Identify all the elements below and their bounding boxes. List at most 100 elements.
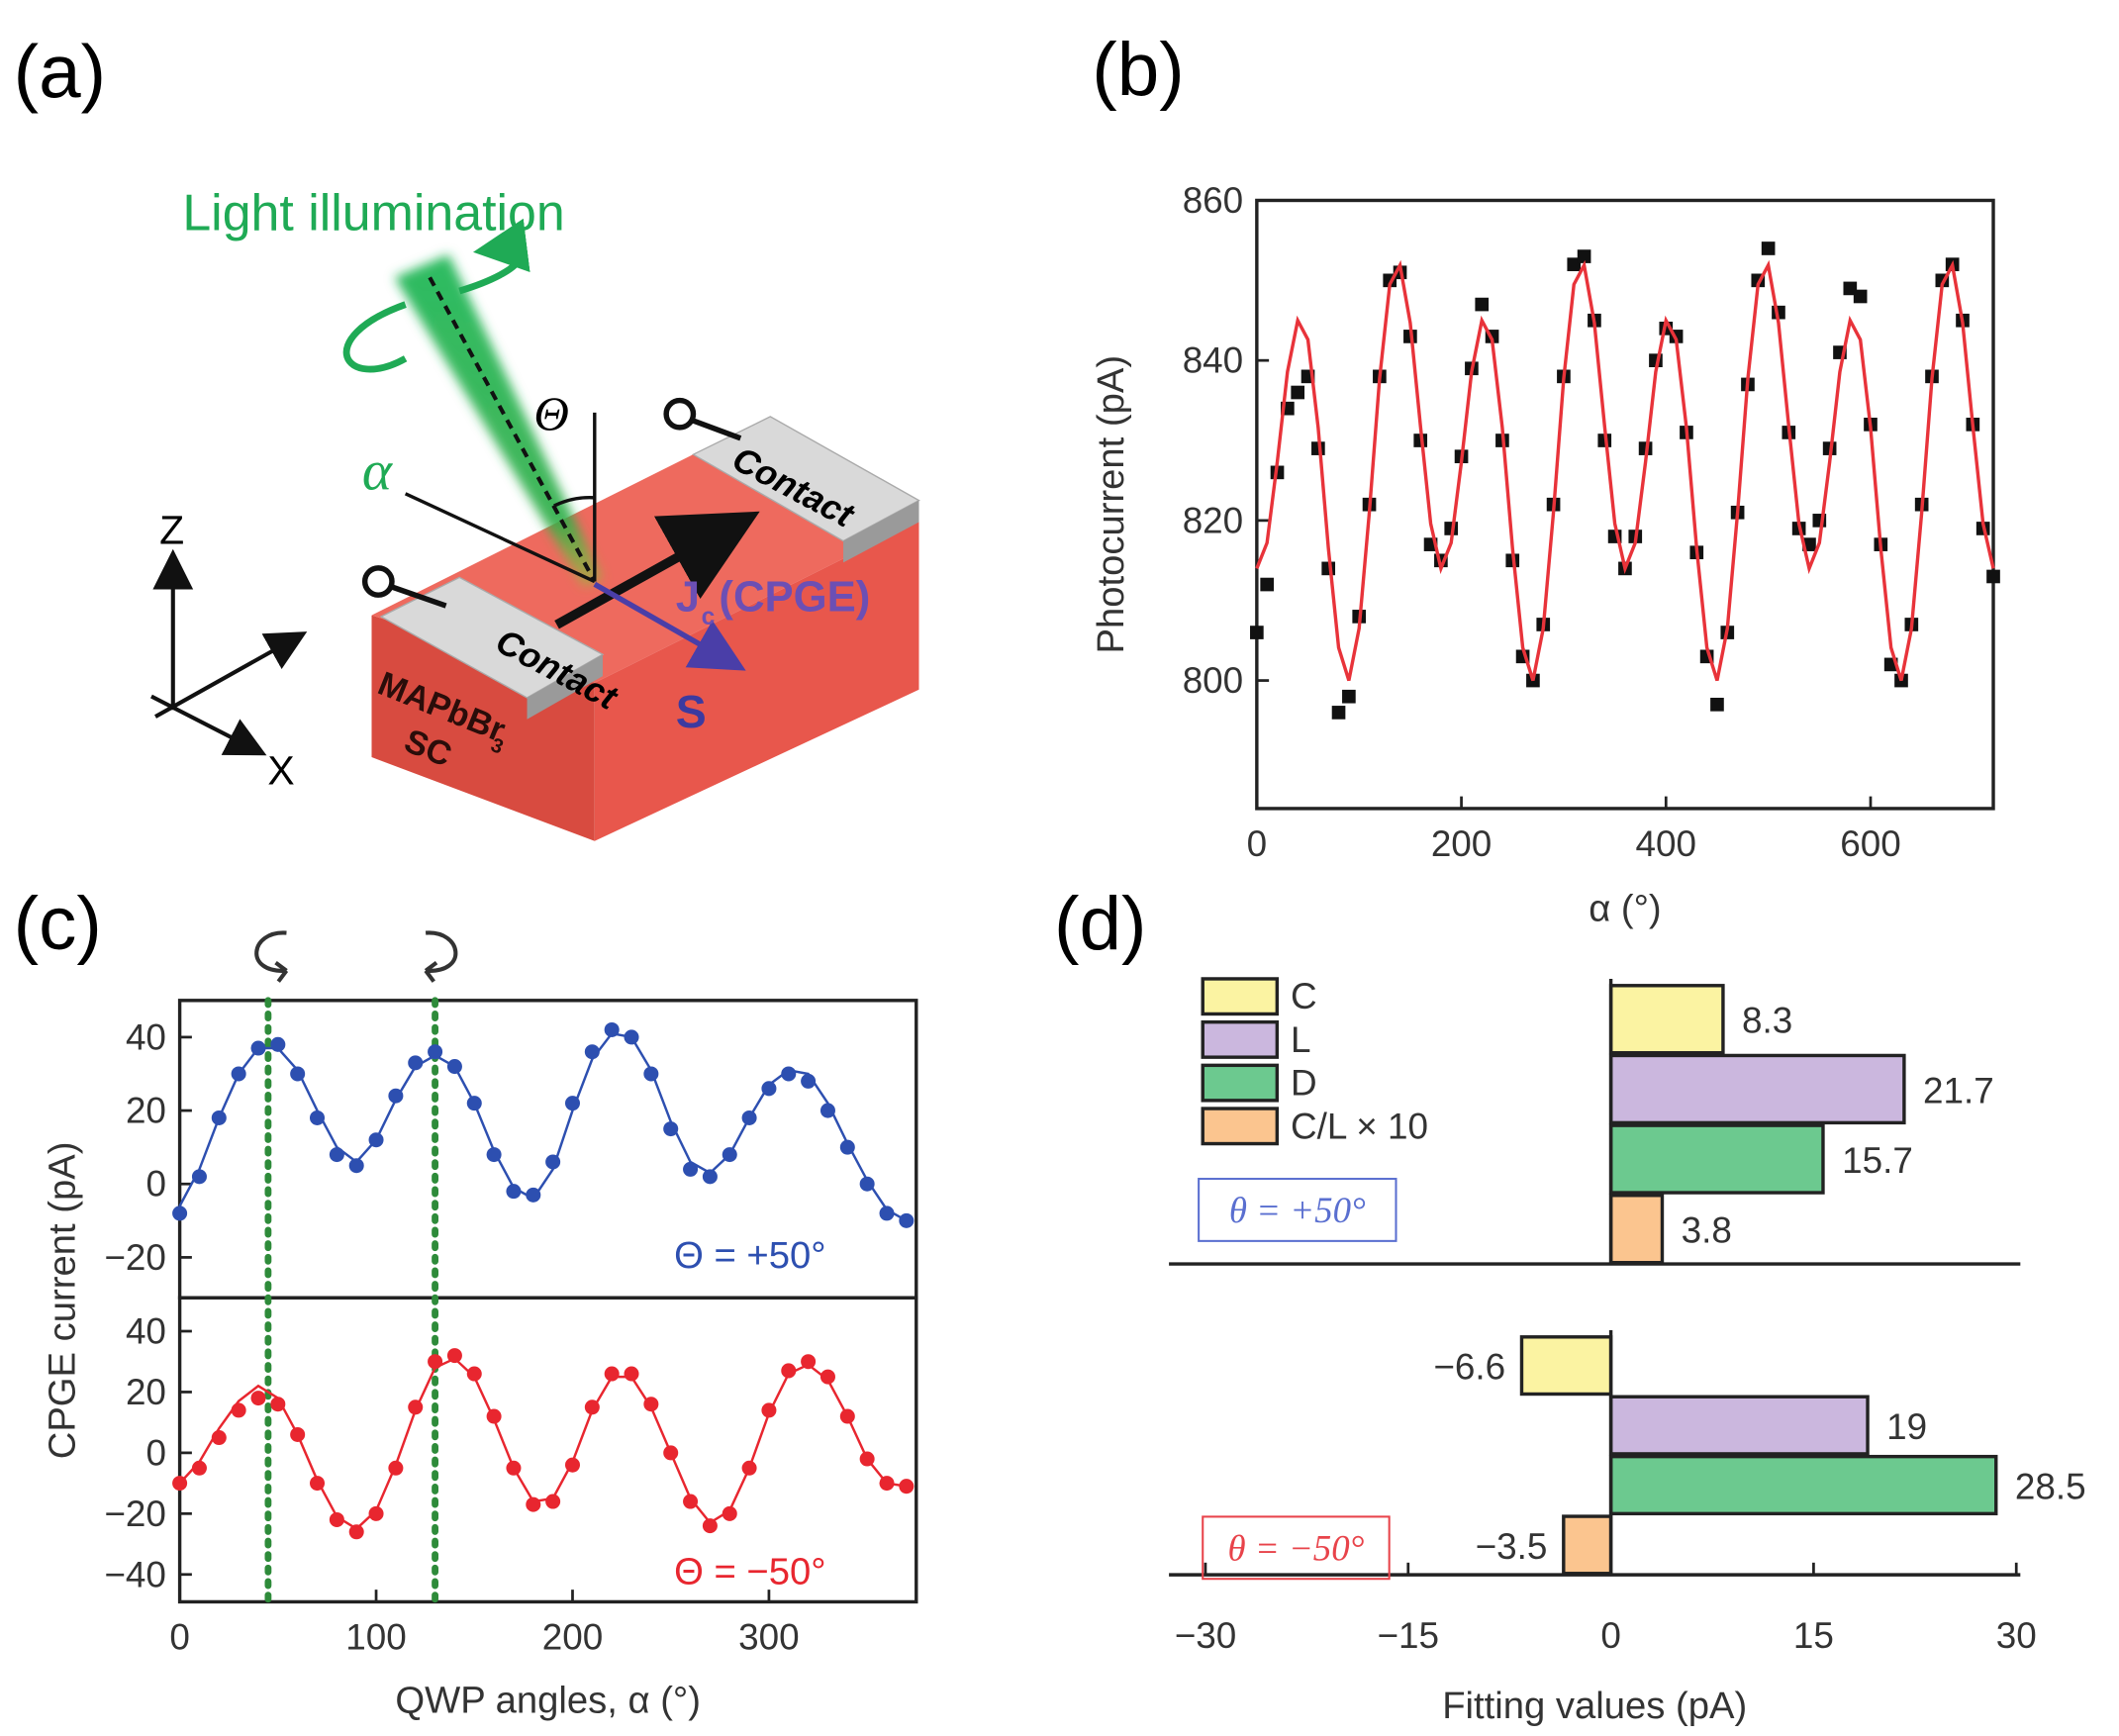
data-point: [250, 1040, 266, 1056]
data-point: [446, 1059, 462, 1075]
data-point: [211, 1430, 227, 1446]
axis-label: Z: [159, 507, 184, 552]
data-point: [683, 1494, 699, 1509]
x-tick-label: 200: [542, 1616, 604, 1657]
x-tick-label: 300: [738, 1616, 800, 1657]
data-point: [1260, 577, 1275, 592]
legend-swatch: [1201, 1019, 1280, 1059]
data-point: [408, 1055, 424, 1071]
annotation: θ = +50°: [1229, 1190, 1366, 1230]
polarization-arrow: [342, 249, 520, 373]
data-point: [506, 1184, 522, 1200]
data-point: [466, 1366, 482, 1382]
data-point: [683, 1161, 699, 1177]
value-label: −3.5: [1476, 1526, 1548, 1567]
data-point: [211, 1109, 227, 1125]
data-point: [781, 1066, 797, 1082]
data-point: [506, 1460, 522, 1476]
data-point: [191, 1169, 207, 1185]
data-point: [761, 1081, 777, 1097]
value-label: −6.6: [1433, 1347, 1505, 1388]
data-point: [564, 1096, 580, 1111]
y-tick-label: 0: [145, 1164, 166, 1205]
data-point: [348, 1158, 364, 1174]
value-label: 15.7: [1842, 1140, 1913, 1181]
data-point: [1331, 706, 1346, 720]
data-point: [446, 1348, 462, 1364]
data-point: [388, 1460, 404, 1476]
annotation: Θ = −50°: [674, 1551, 825, 1593]
panel-label: (c): [14, 882, 102, 966]
axis-x: [149, 694, 267, 756]
annotation: Θ = +50°: [674, 1234, 825, 1277]
data-point: [270, 1397, 286, 1412]
data-point: [1843, 281, 1858, 296]
data-point: [1250, 626, 1264, 639]
data-point: [819, 1369, 835, 1385]
bar: [1519, 1335, 1613, 1397]
data-point: [388, 1088, 404, 1104]
data-point: [329, 1511, 344, 1527]
data-point: [1986, 569, 2000, 584]
probe: [361, 565, 395, 598]
legend-label: C/L × 10: [1291, 1106, 1428, 1146]
value-label: 3.8: [1682, 1210, 1732, 1251]
data-point: [859, 1451, 875, 1467]
fit-line: [178, 1357, 908, 1531]
data-point: [584, 1399, 600, 1415]
data-point: [466, 1096, 482, 1111]
annotation-box: [1198, 1178, 1397, 1242]
data-point: [859, 1176, 875, 1192]
helicity-icon: [254, 930, 289, 983]
y-tick-label: 840: [1183, 340, 1244, 381]
y-axis-label: CPGE current (pA): [41, 1142, 83, 1460]
y-tick-label: 800: [1183, 660, 1244, 701]
x-axis-label: QWP angles, α (°): [395, 1680, 701, 1722]
data-point: [290, 1066, 306, 1082]
contact-right-side: [843, 500, 919, 563]
data-point: [1853, 289, 1868, 304]
data-point: [250, 1391, 266, 1406]
data-point: [545, 1154, 561, 1170]
data-point: [486, 1147, 502, 1163]
data-point: [899, 1479, 915, 1495]
current-tag: (CPGE): [719, 573, 870, 622]
data-point: [368, 1505, 384, 1521]
y-tick-label: −20: [104, 1494, 166, 1534]
data-point: [1577, 249, 1591, 263]
data-point: [761, 1402, 777, 1418]
x-tick-label: 400: [1636, 823, 1697, 864]
data-point: [899, 1212, 915, 1228]
alpha-label: α: [362, 440, 394, 503]
data-point: [722, 1147, 737, 1163]
y-axis-label: Photocurrent (pA): [1090, 355, 1132, 654]
y-tick-label: 40: [126, 1016, 166, 1057]
y-tick-label: 860: [1183, 180, 1244, 221]
beam-axis: [428, 276, 597, 583]
legend-label: C: [1291, 976, 1317, 1016]
data-point: [348, 1524, 364, 1540]
alpha-line: [404, 492, 596, 584]
data-point: [643, 1397, 659, 1412]
bar: [1608, 1194, 1665, 1265]
value-label: 21.7: [1923, 1070, 1994, 1110]
data-point: [310, 1109, 326, 1125]
data-point: [231, 1402, 246, 1418]
x-tick-label: 200: [1431, 823, 1493, 864]
bar: [1608, 1454, 1998, 1516]
current-arrow: [554, 511, 760, 629]
data-point: [270, 1036, 286, 1052]
data-point: [781, 1363, 797, 1379]
plot-frame: [177, 1296, 918, 1604]
data-point: [564, 1457, 580, 1473]
data-point: [879, 1206, 895, 1221]
x-tick-label: 0: [1600, 1615, 1621, 1656]
legend-swatch: [1201, 977, 1280, 1016]
y-tick-label: 40: [126, 1311, 166, 1352]
annotation-box: [1202, 1515, 1391, 1581]
data-point: [1475, 297, 1490, 312]
fit-line: [1255, 259, 1995, 682]
y-tick-label: 0: [145, 1432, 166, 1473]
data-point: [722, 1505, 737, 1521]
angle-arc: [553, 496, 595, 508]
